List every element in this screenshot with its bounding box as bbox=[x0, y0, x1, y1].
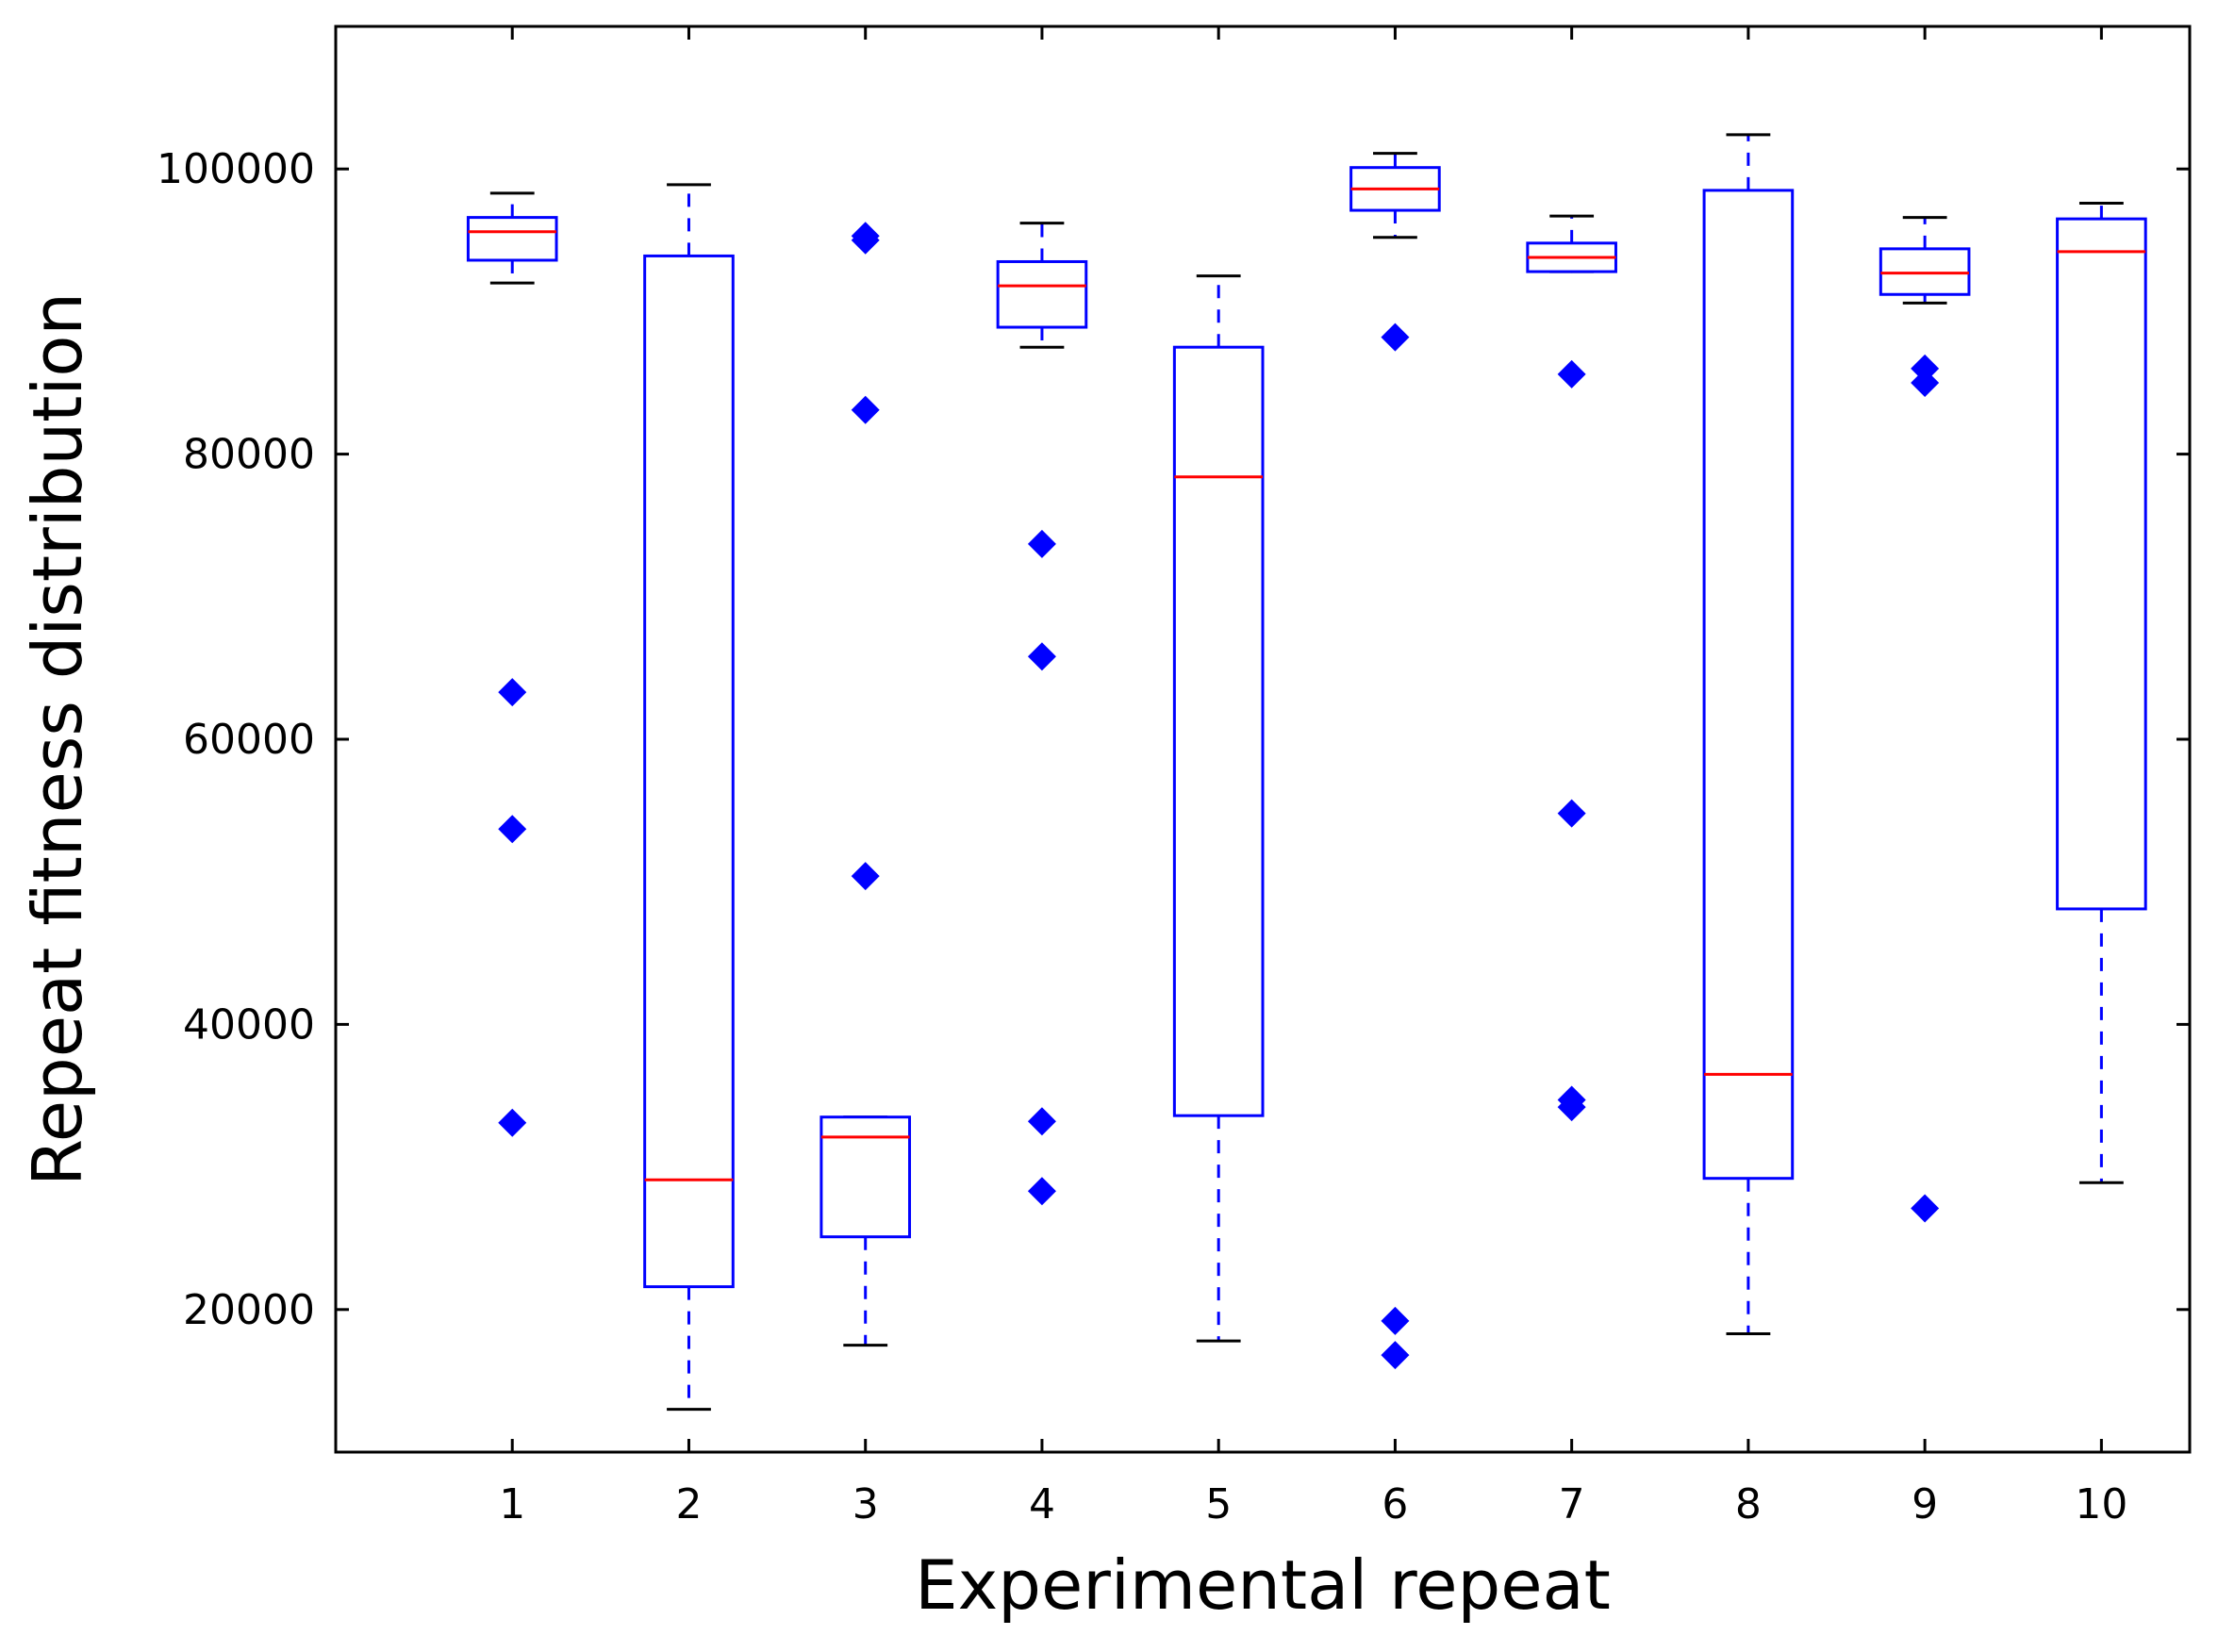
x-tick-label: 2 bbox=[675, 1480, 702, 1528]
box-group-2 bbox=[643, 183, 735, 1412]
outlier-marker bbox=[851, 862, 880, 891]
outlier-marker bbox=[1557, 359, 1586, 388]
box-group-5 bbox=[1172, 274, 1265, 1343]
outlier-marker bbox=[498, 678, 527, 707]
x-tick-label: 5 bbox=[1205, 1480, 1232, 1528]
box-group-10 bbox=[2056, 201, 2147, 1184]
box-group-4 bbox=[996, 222, 1088, 1206]
axis-ticks bbox=[334, 26, 2190, 1452]
box bbox=[643, 254, 735, 1289]
y-tick-label: 40000 bbox=[183, 1000, 315, 1049]
box-group-6 bbox=[1349, 152, 1441, 1370]
box bbox=[819, 1115, 912, 1239]
x-tick-label: 8 bbox=[1735, 1480, 1762, 1528]
box bbox=[1702, 189, 1795, 1181]
x-tick-label: 3 bbox=[852, 1480, 879, 1528]
y-tick-label: 80000 bbox=[183, 431, 315, 479]
box-group-1 bbox=[466, 191, 558, 1137]
box-group-3 bbox=[819, 222, 912, 1347]
outlier-marker bbox=[1027, 642, 1056, 671]
y-tick-label: 100000 bbox=[157, 145, 315, 193]
outlier-marker bbox=[1027, 529, 1056, 558]
outlier-marker bbox=[1911, 369, 1940, 397]
x-tick-label: 4 bbox=[1029, 1480, 1055, 1528]
box-group-8 bbox=[1702, 133, 1795, 1336]
outlier-marker bbox=[1027, 1177, 1056, 1206]
outlier-marker bbox=[1557, 799, 1586, 828]
axis-tick-labels: 20000 40000 60000 80000 100000 1 2 3 4 5 6 7 8 9 10 bbox=[157, 145, 2127, 1528]
box bbox=[2056, 217, 2147, 911]
outlier-marker bbox=[1911, 1194, 1940, 1223]
box-series bbox=[466, 133, 2147, 1412]
outlier-marker bbox=[851, 225, 880, 255]
y-axis-title: Repeat fitness distribution bbox=[18, 292, 97, 1186]
box bbox=[996, 259, 1088, 329]
x-tick-label: 7 bbox=[1559, 1480, 1585, 1528]
outlier-marker bbox=[498, 1108, 527, 1137]
box bbox=[1172, 345, 1265, 1117]
box-group-7 bbox=[1526, 214, 1617, 1122]
x-tick-label: 9 bbox=[1912, 1480, 1938, 1528]
y-tick-label: 20000 bbox=[183, 1286, 315, 1334]
box bbox=[466, 216, 558, 262]
x-tick-label: 6 bbox=[1382, 1480, 1408, 1528]
y-tick-label: 60000 bbox=[183, 716, 315, 764]
outlier-marker bbox=[1381, 1306, 1410, 1335]
outlier-marker bbox=[1911, 354, 1940, 383]
x-axis-title: Experimental repeat bbox=[915, 1545, 1611, 1625]
outlier-marker bbox=[851, 395, 880, 424]
outlier-marker bbox=[1381, 1341, 1410, 1370]
x-tick-label: 10 bbox=[2075, 1480, 2127, 1528]
x-tick-label: 1 bbox=[499, 1480, 525, 1528]
outlier-marker bbox=[1027, 1107, 1056, 1136]
outlier-marker bbox=[498, 815, 527, 844]
outlier-marker bbox=[1381, 322, 1410, 352]
box-group-9 bbox=[1879, 216, 1971, 1223]
outlier-marker bbox=[1557, 1093, 1586, 1122]
box bbox=[1879, 247, 1971, 296]
